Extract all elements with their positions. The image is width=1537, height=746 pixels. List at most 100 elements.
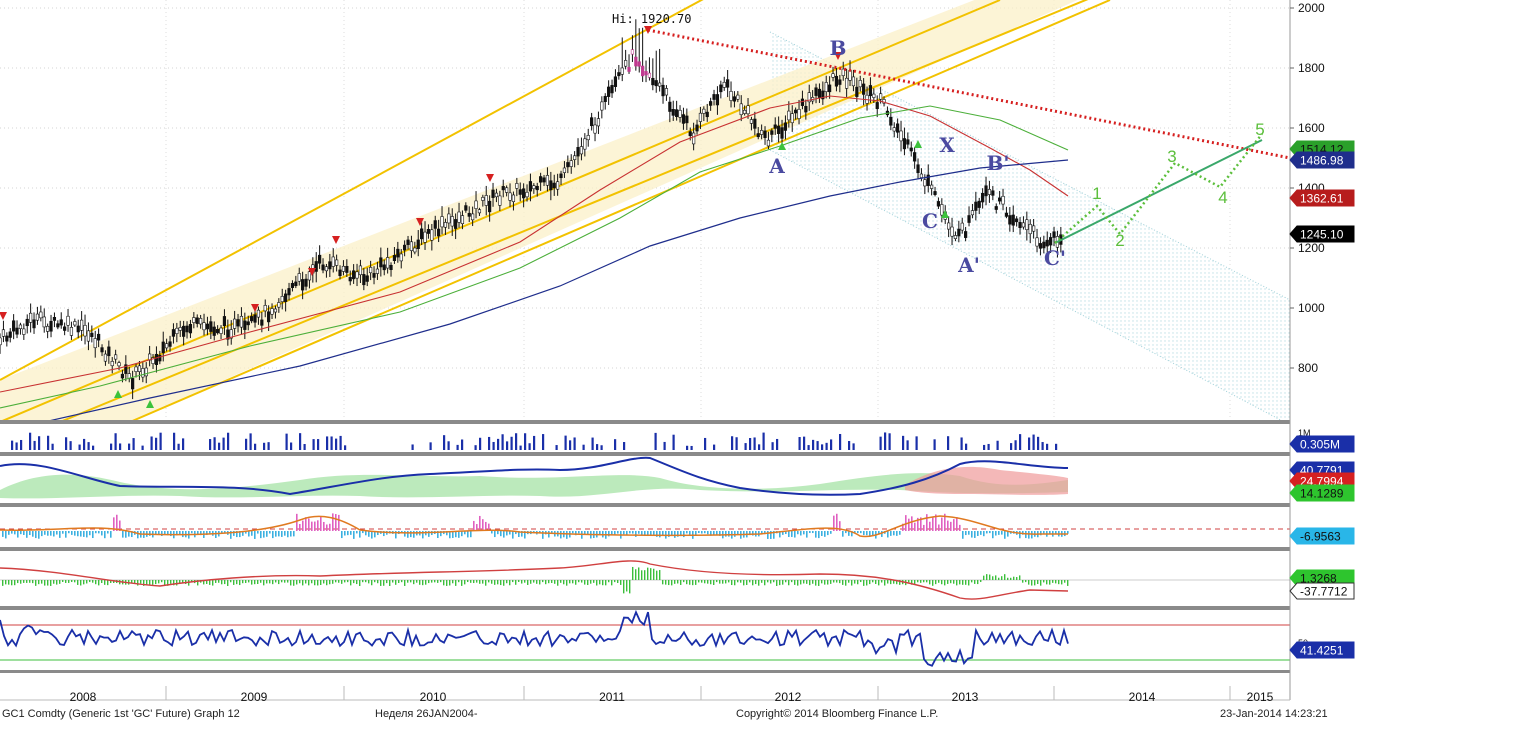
candle-body — [505, 187, 509, 193]
osc-bar — [833, 515, 835, 531]
candle-body — [59, 319, 63, 326]
candle-body — [375, 268, 380, 274]
candle-body — [712, 94, 716, 100]
osc-bar — [116, 514, 118, 531]
volume-bar — [983, 444, 986, 450]
macd-bar — [701, 580, 703, 583]
macd-bar — [806, 580, 808, 584]
osc-bar — [641, 531, 643, 536]
macd-bar — [596, 580, 598, 586]
osc-bar — [248, 531, 250, 537]
osc-bar — [266, 531, 268, 537]
macd-bar — [476, 580, 478, 583]
osc-bar — [1007, 531, 1009, 537]
candle-body — [1018, 222, 1022, 229]
candle-body — [338, 269, 342, 277]
macd-bar — [878, 580, 880, 586]
value-tag-text: 1486.98 — [1300, 154, 1344, 168]
candle-body — [107, 346, 111, 357]
candle-body — [613, 76, 618, 87]
candle-body — [862, 83, 866, 95]
candle-body — [39, 311, 43, 319]
candle-body — [535, 185, 539, 191]
osc-bar — [374, 531, 376, 538]
candle-body — [355, 271, 359, 279]
macd-bar — [1019, 575, 1021, 580]
candle-body — [29, 312, 33, 323]
candle-body — [729, 91, 733, 101]
macd-bar — [602, 580, 604, 586]
candle-body — [440, 216, 444, 228]
macd-bar — [20, 580, 22, 584]
macd-bar — [11, 580, 13, 586]
candle-body — [90, 332, 94, 338]
osc-bar — [272, 531, 274, 539]
candle-body — [205, 323, 210, 330]
osc-bar — [881, 531, 883, 537]
osc-bar — [623, 531, 625, 535]
osc-bar — [1040, 531, 1042, 536]
volume-bar — [731, 436, 734, 450]
macd-bar — [365, 580, 367, 583]
candle-body — [175, 327, 179, 334]
volume-bar — [411, 444, 414, 450]
macd-bar — [539, 580, 541, 585]
candle-body — [392, 255, 397, 261]
macd-bar — [266, 580, 268, 584]
osc-bar — [86, 531, 88, 538]
macd-bar — [944, 580, 946, 586]
volume-bar — [965, 443, 968, 450]
osc-bar — [680, 531, 682, 537]
candle-body — [654, 80, 658, 87]
candle-body — [610, 85, 614, 94]
candle-body — [1021, 222, 1026, 228]
volume-bar — [753, 437, 756, 450]
osc-bar — [1022, 531, 1024, 535]
candle-body — [630, 49, 635, 55]
volume-bar — [744, 443, 747, 450]
macd-bar — [521, 580, 523, 584]
volume-bar — [1028, 437, 1031, 450]
candle-body — [341, 265, 346, 272]
macd-bar — [467, 580, 469, 583]
macd-bar — [482, 580, 484, 584]
osc-bar — [122, 531, 124, 538]
value-tag: 1362.61 — [1289, 189, 1355, 207]
candle-body — [834, 75, 839, 87]
macd-bar — [1040, 580, 1042, 586]
osc-bar — [773, 531, 775, 539]
macd-bar — [884, 580, 886, 586]
candle-body — [195, 317, 199, 324]
macd-bar — [782, 580, 784, 585]
macd-bar — [188, 580, 190, 586]
macd-bar — [797, 580, 799, 586]
osc-bar — [428, 531, 430, 537]
price-tick-label: 1200 — [1298, 241, 1325, 255]
macd-bar — [656, 570, 658, 580]
osc-bar — [995, 531, 997, 536]
macd-bar — [272, 580, 274, 585]
macd-bar — [554, 580, 556, 584]
macd-bar — [749, 580, 751, 583]
macd-bar — [1067, 580, 1069, 586]
macd-bar — [929, 580, 931, 585]
volume-bar — [564, 435, 567, 450]
osc-bar — [980, 531, 982, 535]
candle-body — [144, 367, 148, 377]
osc-bar — [377, 531, 379, 536]
osc-bar — [488, 523, 490, 531]
down-channel-lower — [769, 149, 1286, 422]
osc-bar — [293, 531, 295, 537]
osc-bar — [68, 531, 70, 534]
volume-bar — [1014, 440, 1017, 450]
osc-bar — [341, 531, 343, 539]
osc-bar — [362, 531, 364, 534]
volume-bar — [285, 433, 288, 450]
candle-body — [552, 182, 556, 189]
candle-body — [199, 318, 203, 325]
candle-body — [627, 66, 631, 72]
macd-bar — [389, 580, 391, 586]
osc-line — [0, 515, 1068, 538]
macd-bar — [551, 580, 553, 583]
volume-bar — [119, 443, 122, 450]
